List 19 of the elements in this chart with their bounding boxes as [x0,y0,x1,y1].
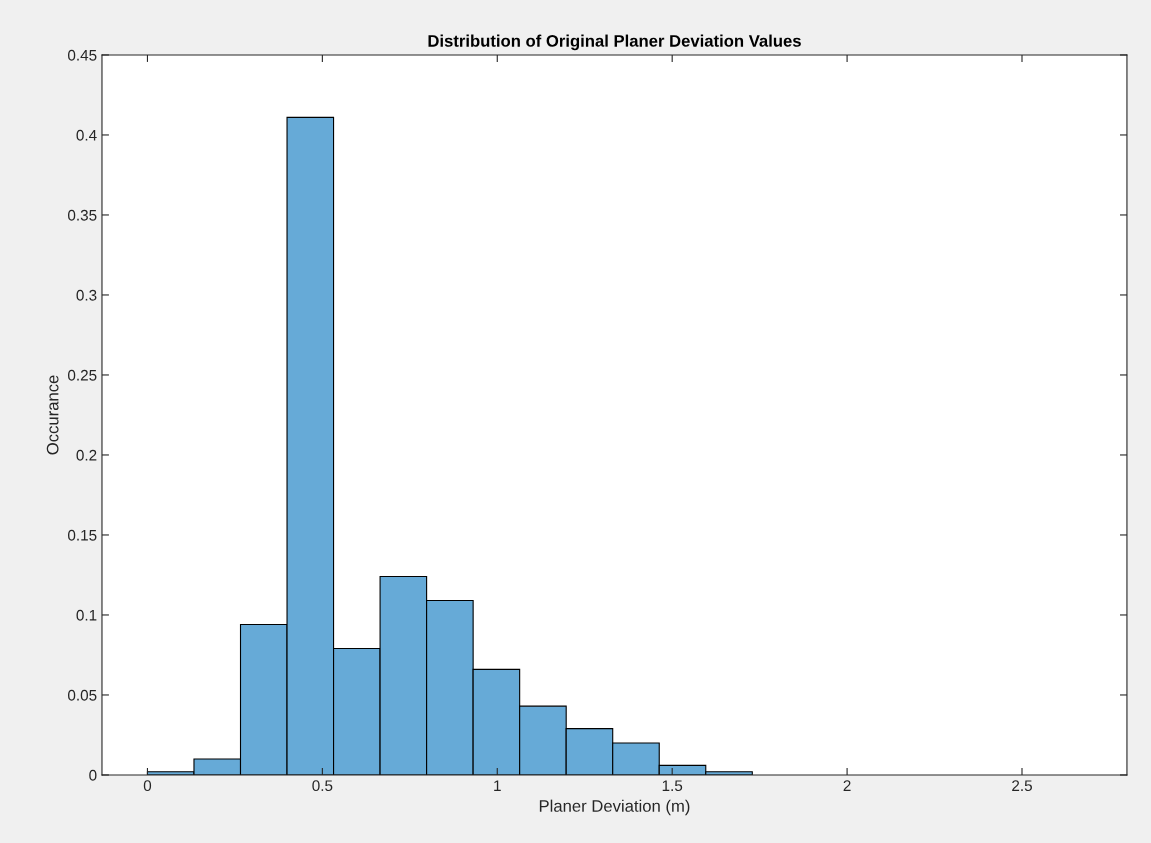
y-tick-label: 0.05 [67,689,97,701]
y-tick-label: 0.3 [76,289,97,301]
y-tick-label: 0.25 [67,369,97,381]
y-tick-label: 0.2 [76,449,97,461]
x-tick-label: 2 [843,780,851,791]
y-tick-label: 0 [89,769,97,781]
x-tick-label: 0.5 [312,780,333,792]
y-tick-label: 0.45 [67,49,97,61]
x-tick-label: 1 [494,780,501,791]
x-tick-label: 2.5 [1012,780,1032,792]
chart-title: Distribution of Original Planer Deviation Values [428,34,801,51]
x-axis-title: Planer Deviation (m) [539,799,690,816]
y-axis-title: Occurance [46,375,59,455]
y-tick-label: 0.1 [76,609,97,621]
y-tick-label: 0.35 [67,209,97,221]
x-tick-label: 1.5 [662,780,683,792]
y-tick-label: 0.4 [76,129,97,141]
x-tick-label: 0 [143,780,152,792]
y-tick-label: 0.15 [67,529,97,541]
